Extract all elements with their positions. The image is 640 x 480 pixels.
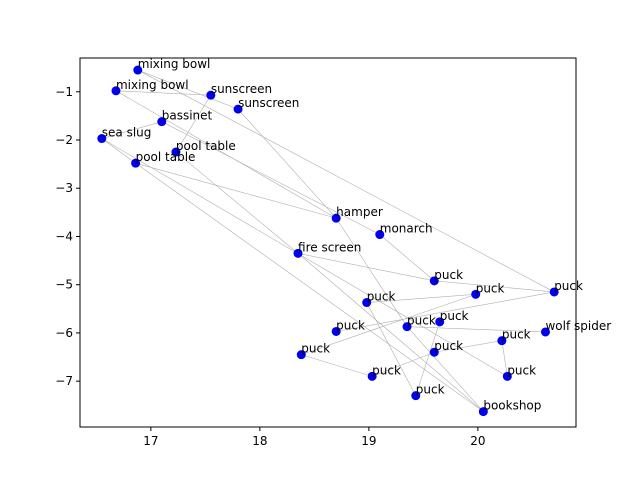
edge-4: [175, 94, 212, 153]
edge-14: [379, 234, 435, 282]
point-label: puck: [336, 318, 365, 332]
point-label: pool table: [176, 139, 236, 153]
data-point: [471, 289, 481, 299]
data-point: [429, 276, 439, 286]
x-tick-label: 20: [470, 434, 485, 448]
data-point: [206, 90, 216, 100]
data-point: [233, 104, 243, 114]
y-tick-label: −1: [55, 85, 73, 99]
data-point: [157, 117, 167, 127]
point-label: puck: [416, 383, 445, 397]
data-point: [367, 371, 377, 381]
data-point: [375, 230, 385, 240]
point-label: pool table: [136, 150, 196, 164]
point-layer: [97, 65, 559, 417]
edge-12: [135, 162, 484, 412]
data-point: [331, 213, 341, 223]
data-point: [131, 158, 141, 168]
data-point: [97, 134, 107, 144]
data-point: [293, 248, 303, 258]
point-label: puck: [434, 268, 463, 282]
x-tick-label: 19: [361, 434, 376, 448]
point-label: sunscreen: [238, 96, 299, 110]
edge-10: [175, 151, 299, 254]
point-label: hamper: [336, 205, 383, 219]
edge-11: [135, 162, 337, 219]
point-label: puck: [476, 281, 505, 295]
data-point: [497, 336, 507, 346]
x-tick-label: 17: [143, 434, 158, 448]
point-label: sunscreen: [211, 82, 272, 96]
data-point: [429, 347, 439, 357]
data-point: [411, 391, 421, 401]
edge-23: [406, 326, 484, 412]
edge-8: [101, 138, 136, 164]
data-point: [402, 322, 412, 332]
data-point: [435, 317, 445, 327]
edge-21: [415, 321, 441, 396]
edge-26: [372, 351, 435, 377]
point-label: puck: [407, 314, 436, 328]
data-point: [478, 407, 488, 417]
edge-19: [366, 294, 476, 303]
point-label: puck: [434, 339, 463, 353]
point-label: puck: [367, 290, 396, 304]
data-point: [133, 65, 143, 75]
data-point: [362, 298, 372, 308]
point-label: puck: [301, 342, 330, 356]
plot-frame: [79, 57, 577, 428]
x-tick-label: 18: [252, 434, 267, 448]
point-label: puck: [502, 328, 531, 342]
edge-9: [101, 138, 508, 377]
data-point: [111, 86, 121, 96]
point-label: mixing bowl: [138, 57, 211, 71]
data-point: [549, 287, 559, 297]
edge-28: [366, 302, 417, 396]
edge-7: [161, 121, 380, 235]
point-label: fire screen: [298, 240, 361, 254]
y-tick-label: −3: [55, 181, 73, 195]
y-axis-ticks: −1 −2 −3 −4 −5 −6 −7: [55, 85, 80, 388]
y-tick-label: −2: [55, 133, 73, 147]
edge-13: [335, 217, 408, 327]
edge-6: [101, 121, 162, 139]
edge-17: [434, 280, 555, 293]
edge-18: [336, 291, 555, 332]
data-point: [502, 371, 512, 381]
edge-2: [115, 90, 211, 96]
point-label: bassinet: [162, 109, 213, 123]
edge-3: [115, 90, 337, 219]
edge-15: [297, 253, 435, 282]
y-tick-label: −6: [55, 326, 73, 340]
x-axis-ticks: 17 18 19 20: [143, 427, 486, 448]
point-label: sea slug: [102, 126, 152, 140]
edge-layer: [101, 69, 555, 412]
point-label: puck: [372, 363, 401, 377]
edge-24: [434, 340, 502, 353]
y-tick-label: −4: [55, 229, 73, 243]
edge-16: [297, 253, 484, 412]
point-label: monarch: [380, 222, 433, 236]
data-point: [171, 147, 181, 157]
data-point: [540, 327, 550, 337]
point-label: puck: [440, 309, 469, 323]
point-label: puck: [507, 363, 536, 377]
y-tick-label: −5: [55, 278, 73, 292]
edge-0: [137, 69, 239, 110]
edge-1: [137, 69, 555, 293]
edge-5: [237, 108, 337, 219]
y-tick-label: −7: [55, 374, 73, 388]
edge-27: [301, 354, 373, 377]
edge-20: [301, 294, 476, 355]
point-label: puck: [554, 279, 583, 293]
data-point: [331, 326, 341, 336]
data-point: [296, 350, 306, 360]
point-label: mixing bowl: [116, 78, 189, 92]
edge-22: [407, 326, 546, 333]
point-label: wolf spider: [545, 319, 611, 333]
point-label: bookshop: [483, 399, 541, 413]
edge-25: [501, 340, 508, 377]
